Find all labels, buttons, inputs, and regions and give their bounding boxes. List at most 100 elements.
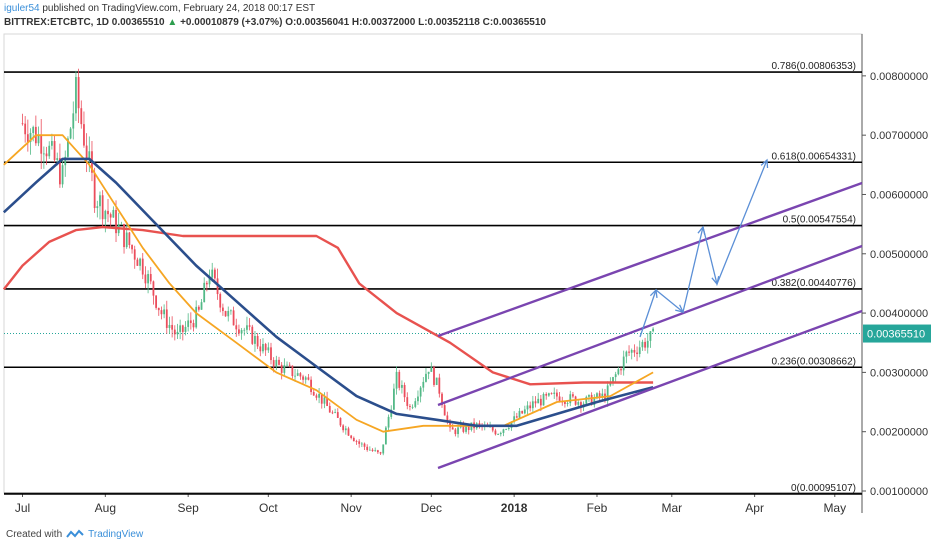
candle-body [176, 331, 179, 335]
candle-body [165, 309, 168, 328]
candle-body [457, 427, 459, 435]
candle-body [598, 393, 601, 398]
candle-body [157, 307, 160, 311]
candle-body [368, 449, 371, 451]
candle-body [596, 393, 598, 399]
x-tick-label: Dec [421, 501, 442, 515]
candle-body [537, 398, 540, 404]
candle-body [152, 281, 155, 296]
candle-body [294, 375, 296, 377]
candle-body [147, 274, 149, 284]
candle-body [393, 388, 395, 410]
candle-body [67, 138, 69, 157]
projection-arrowhead [697, 225, 706, 235]
candle-body [61, 165, 64, 185]
candle-body [72, 113, 75, 129]
candle-body [614, 374, 617, 378]
candle-body [93, 172, 96, 209]
candle-body [246, 325, 248, 330]
candle-body [291, 365, 294, 377]
candle-body [173, 329, 176, 335]
candle-body [507, 427, 510, 429]
candle-body [32, 126, 35, 133]
author-link[interactable]: iguler54 [4, 3, 40, 14]
candle-body [133, 249, 136, 260]
ma-navy-line [2, 157, 654, 428]
candle-body [323, 397, 326, 404]
candle-body [513, 416, 516, 422]
candle-body [203, 282, 206, 303]
candle-body [433, 367, 435, 385]
candle-body [42, 153, 45, 155]
candle-body [384, 427, 387, 445]
candle-body [401, 384, 403, 388]
candle-body [526, 405, 529, 410]
candle-body [80, 108, 83, 125]
candle-body [366, 446, 369, 451]
candle-body [128, 232, 131, 246]
candle-body [240, 330, 243, 334]
footer: Created with TradingView [6, 528, 143, 540]
candle-body [427, 371, 430, 374]
candle-body [101, 195, 104, 220]
candle-body [344, 428, 347, 431]
candle-body [553, 392, 556, 394]
candle-body [299, 373, 302, 377]
candle-body [168, 324, 171, 328]
candle-body [465, 425, 467, 432]
fib-label: 0.618(0.00654331) [771, 151, 856, 162]
candle-body [123, 224, 125, 248]
candle-body [606, 385, 609, 402]
candle-body [181, 325, 184, 332]
candle-body [21, 123, 24, 125]
x-tick-label: Sep [177, 501, 199, 515]
candle-body [256, 335, 259, 347]
candle-body [286, 364, 288, 366]
candle-body [494, 430, 497, 435]
candle-body [633, 349, 636, 353]
candle-body [358, 441, 361, 444]
candle-body [272, 360, 275, 367]
candle-body [254, 335, 256, 344]
candle-body [312, 392, 315, 396]
candle-body [363, 443, 366, 447]
x-tick-label: Jul [15, 501, 30, 515]
candle-body [320, 394, 323, 404]
candle-body [163, 309, 166, 315]
tradingview-brand[interactable]: TradingView [88, 528, 144, 540]
candle-body [502, 429, 505, 433]
candle-body [224, 311, 227, 317]
candle-body [227, 310, 230, 317]
candle-body [382, 444, 385, 454]
candle-body [652, 328, 654, 332]
candle-body [59, 158, 61, 185]
y-tick-label: 0.00400000 [870, 308, 928, 320]
candle-body [160, 310, 163, 315]
projection-arrowhead [711, 276, 720, 286]
publish-info: iguler54 published on TradingView.com, F… [4, 3, 315, 14]
candle-body [411, 406, 414, 408]
candle-body [96, 206, 99, 209]
candle-body [636, 352, 638, 354]
y-tick-label: 0.00300000 [870, 367, 928, 379]
candle-body [107, 210, 109, 215]
low-value: L:0.00352118 [418, 17, 480, 28]
fib-label: 0.236(0.00308662) [771, 356, 856, 367]
candle-body [310, 379, 312, 393]
candle-body [446, 415, 449, 421]
candle-body [620, 369, 622, 371]
candle-body [342, 425, 345, 431]
candle-body [270, 347, 272, 361]
created-with-text: Created with [6, 528, 63, 540]
candle-body [630, 349, 633, 353]
candle-body [296, 373, 299, 376]
fib-label: 0.786(0.00806353) [771, 61, 856, 72]
candle-body [99, 195, 101, 207]
candle-body [419, 387, 422, 397]
candle-body [288, 364, 291, 366]
candle-body [499, 432, 502, 435]
candle-body [104, 210, 107, 220]
candle-body [395, 371, 398, 389]
